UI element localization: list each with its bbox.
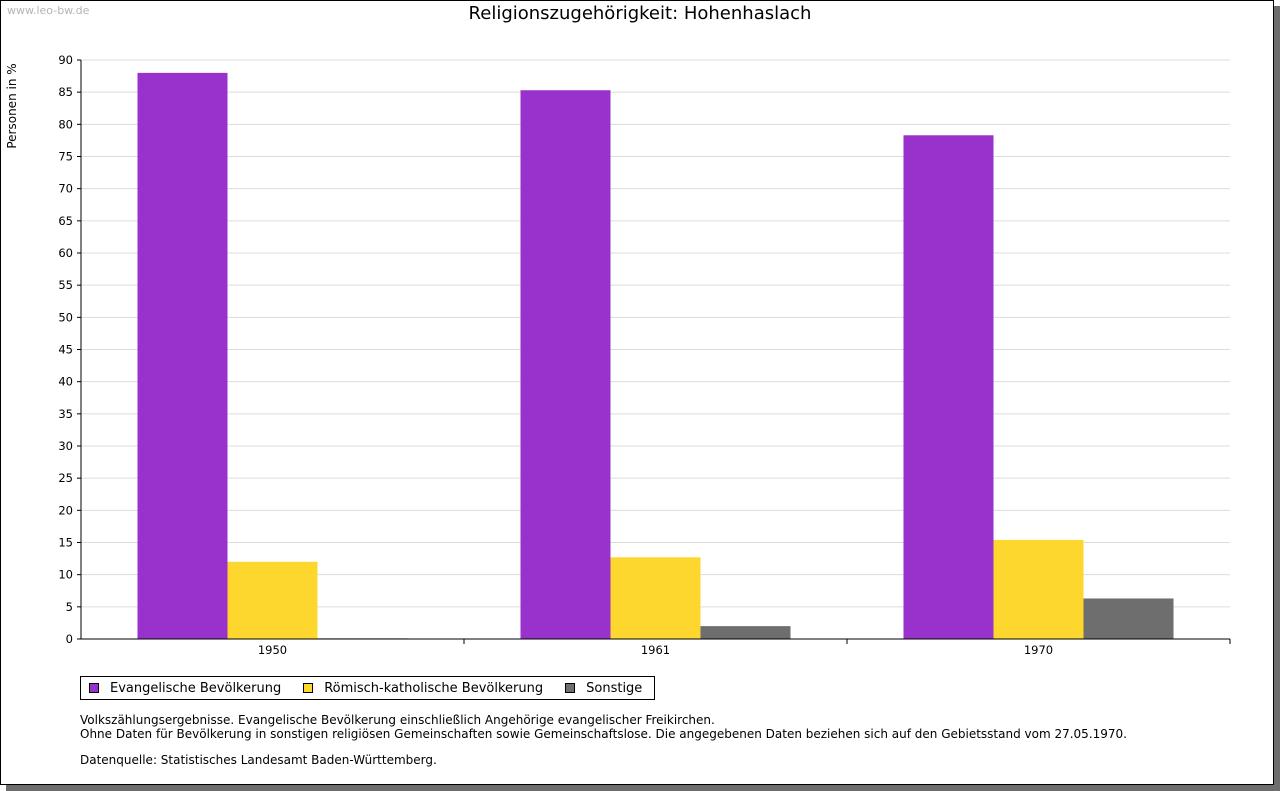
y-tick-label: 70 (58, 182, 73, 196)
bars (137, 72, 1174, 639)
y-tick-label: 25 (58, 471, 73, 485)
legend-swatch (565, 683, 576, 693)
x-tick-label: 1970 (1024, 643, 1053, 657)
grid-lines (81, 59, 1230, 608)
y-tick-label: 45 (58, 343, 73, 357)
y-tick-label: 35 (58, 407, 73, 421)
bar (1083, 598, 1174, 639)
legend-item-evangelisch: Evangelische Bevölkerung (89, 681, 281, 696)
y-tick-label: 60 (58, 246, 73, 260)
y-tick-label: 15 (58, 536, 73, 550)
chart-notes: Volkszählungsergebnisse. Evangelische Be… (80, 713, 1127, 767)
y-tick-label: 0 (66, 632, 73, 646)
x-tick-label: 1961 (641, 643, 670, 657)
bar (227, 561, 318, 639)
y-tick-label: 55 (58, 278, 73, 292)
y-tick-label: 10 (58, 568, 73, 582)
data-source: Datenquelle: Statistisches Landesamt Bad… (80, 753, 437, 767)
bar (903, 135, 994, 639)
y-axis-label: Personen in % (5, 63, 19, 148)
y-tick-label: 85 (58, 85, 73, 99)
note-line: Ohne Daten für Bevölkerung in sonstigen … (80, 727, 1127, 741)
y-tick-label: 5 (66, 600, 73, 614)
bar (610, 557, 701, 639)
y-tick-label: 80 (58, 117, 73, 131)
bar-chart: 0 5 10 15 20 25 30 35 40 45 50 55 60 65 70 75 80 85 90 1950… (5, 53, 1231, 657)
legend: Evangelische Bevölkerung Römisch-katholi… (80, 676, 656, 700)
legend-label: Sonstige (586, 680, 643, 696)
legend-item-sonstige: Sonstige (565, 681, 642, 696)
legend-label: Evangelische Bevölkerung (110, 680, 282, 696)
legend-label: Römisch-katholische Bevölkerung (324, 680, 544, 696)
y-tick-label: 40 (58, 375, 73, 389)
bar (700, 626, 791, 639)
legend-swatch (303, 683, 314, 693)
bar (993, 539, 1084, 639)
x-tick-label: 1950 (258, 643, 287, 657)
tick-labels: 0 5 10 15 20 25 30 35 40 45 50 55 60 65 70 75 80 85 90 1950… (58, 53, 1053, 657)
watermark: www.leo-bw.de (7, 4, 90, 17)
y-tick-label: 90 (58, 53, 73, 67)
bar (137, 72, 228, 639)
note-line: Volkszählungsergebnisse. Evangelische Be… (80, 713, 715, 727)
chart-title: Religionszugehörigkeit: Hohenhaslach (468, 3, 812, 24)
y-tick-label: 65 (58, 214, 73, 228)
bar (520, 90, 611, 639)
y-tick-label: 20 (58, 503, 73, 517)
legend-swatch (89, 683, 99, 693)
y-tick-label: 75 (58, 150, 73, 164)
axes (77, 59, 1231, 644)
y-tick-label: 50 (58, 310, 73, 324)
y-tick-label: 30 (58, 439, 73, 453)
legend-item-katholisch: Römisch-katholische Bevölkerung (303, 681, 543, 696)
